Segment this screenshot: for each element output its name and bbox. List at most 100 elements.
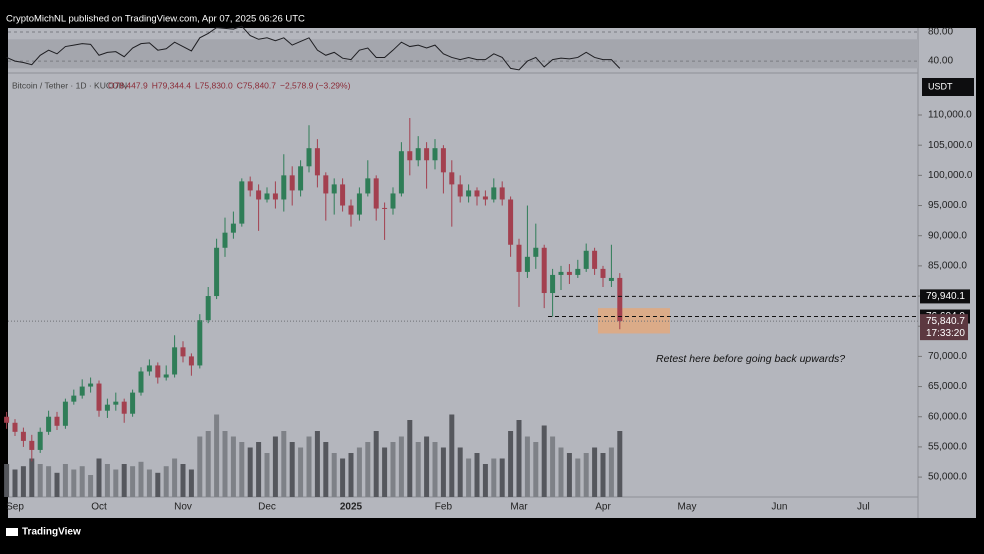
- y-tick-label: 95,000.0: [928, 200, 967, 211]
- volume-bar: [398, 436, 404, 497]
- publisher: CryptoMichNL published on TradingView.co…: [6, 14, 305, 25]
- x-tick-label: Nov: [174, 502, 192, 513]
- candle-body: [541, 247, 547, 294]
- volume-bar: [96, 458, 102, 497]
- volume-bar: [12, 469, 18, 497]
- volume-bar: [281, 431, 287, 497]
- candle-body: [104, 404, 110, 411]
- symbol: Bitcoin / Tether · 1D · KUCOIN: [12, 80, 127, 90]
- x-tick-label: Jul: [857, 502, 870, 513]
- candle-body: [424, 148, 430, 161]
- candle-body: [398, 151, 404, 194]
- candle-body: [230, 223, 236, 233]
- volume-bar: [373, 431, 379, 497]
- volume-bar: [222, 431, 228, 497]
- candle-body: [331, 184, 337, 194]
- volume-bar: [130, 466, 136, 497]
- volume-bar: [256, 442, 262, 497]
- volume-bar: [415, 442, 421, 497]
- volume-bar: [104, 464, 110, 497]
- candle-body: [62, 401, 68, 426]
- volume-bar: [516, 420, 522, 497]
- volume-bar: [424, 436, 430, 497]
- rsi-tick-label: 80.00: [928, 27, 953, 38]
- volume-bar: [449, 414, 455, 497]
- candle-body: [130, 392, 136, 414]
- candle-body: [558, 271, 564, 275]
- candle-body: [222, 232, 228, 248]
- y-tick-label: 105,000.0: [928, 140, 973, 151]
- annotation: Retest here before going back upwards?: [656, 353, 845, 365]
- chart-panel: [8, 28, 976, 518]
- x-tick-label: Oct: [91, 502, 107, 513]
- candle-body: [113, 401, 119, 405]
- candle-body: [79, 386, 85, 396]
- candle-body: [214, 247, 220, 297]
- y-tick-label: 50,000.0: [928, 472, 967, 483]
- volume-bar: [138, 461, 144, 497]
- volume-bar: [79, 466, 85, 497]
- volume-bar: [46, 466, 52, 497]
- ohlc-value: C75,840.7: [237, 80, 276, 90]
- candle-body: [390, 193, 396, 209]
- y-tick-label: 60,000.0: [928, 411, 967, 422]
- volume-bar: [37, 464, 43, 497]
- candle-body: [71, 395, 77, 402]
- volume-bar: [298, 447, 304, 497]
- volume-bar: [600, 453, 606, 497]
- candle-body: [306, 148, 312, 167]
- volume-bar: [197, 436, 203, 497]
- volume-bar: [617, 431, 623, 497]
- volume-bar: [230, 436, 236, 497]
- price-label-bg: [920, 289, 970, 304]
- countdown: 17:33:20: [926, 328, 965, 339]
- volume-bar: [323, 442, 329, 497]
- candle-body: [96, 383, 102, 411]
- currency-button[interactable]: [922, 78, 974, 96]
- candle-body: [239, 181, 245, 224]
- candle-body: [172, 347, 178, 375]
- volume-bar: [272, 436, 278, 497]
- candle-body: [474, 190, 480, 197]
- x-tick-label: Feb: [435, 502, 453, 513]
- x-tick-label: Sep: [6, 502, 24, 513]
- volume-bar: [264, 453, 270, 497]
- retest-zone: [598, 308, 670, 334]
- x-tick-label: 2025: [340, 502, 363, 513]
- volume-bar: [163, 466, 169, 497]
- volume-bar: [608, 447, 614, 497]
- volume-bar: [592, 447, 598, 497]
- candle-body: [88, 383, 94, 387]
- candle-body: [466, 190, 472, 197]
- rsi-tick-label: 40.00: [928, 56, 953, 67]
- last-price-label: 75,840.7: [926, 316, 965, 327]
- price-label: 79,940.1: [926, 291, 965, 302]
- candle-body: [348, 205, 354, 215]
- candle-body: [205, 296, 211, 321]
- volume-bar: [146, 469, 152, 497]
- last-price-bg: [920, 314, 968, 341]
- candle-body: [373, 178, 379, 209]
- candle-body: [449, 172, 455, 185]
- candle-body: [482, 196, 488, 200]
- volume-bar: [121, 464, 127, 497]
- candle-body: [457, 184, 463, 197]
- volume-bar: [566, 453, 572, 497]
- candle-body: [550, 274, 556, 294]
- candle-body: [155, 365, 161, 378]
- volume-bar: [550, 436, 556, 497]
- candle-body: [365, 178, 371, 194]
- volume-bar: [4, 464, 10, 497]
- volume-bar: [407, 420, 413, 497]
- volume-bar: [172, 458, 178, 497]
- volume-bar: [88, 475, 94, 497]
- ohlc-value: −2,578.9 (−3.29%): [280, 80, 351, 90]
- volume-bar: [440, 447, 446, 497]
- volume-bar: [457, 447, 463, 497]
- y-tick-label: 65,000.0: [928, 381, 967, 392]
- currency[interactable]: USDT: [928, 81, 953, 91]
- volume-bar: [348, 453, 354, 497]
- candle-body: [247, 181, 253, 191]
- ohlc-value: O78,447.9: [108, 80, 148, 90]
